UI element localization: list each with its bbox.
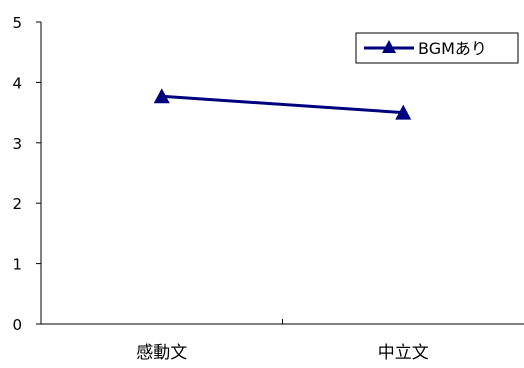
x-category-label: 中立文 xyxy=(378,343,429,363)
data-point-marker xyxy=(395,104,412,120)
y-tick-label: 1 xyxy=(12,256,22,274)
x-category-label: 感動文 xyxy=(136,343,187,363)
y-axis: 0 1 2 3 4 5 xyxy=(12,14,42,334)
y-tick-label: 4 xyxy=(12,74,22,92)
legend-label: BGMあり xyxy=(418,39,487,58)
x-axis: 感動文 中立文 xyxy=(41,319,524,363)
legend: BGMあり xyxy=(355,32,519,64)
data-point-marker xyxy=(153,88,170,104)
y-tick-label: 5 xyxy=(12,14,22,32)
series-line xyxy=(161,94,404,115)
legend-triangle-marker xyxy=(382,40,396,53)
y-tick-label: 3 xyxy=(12,135,22,153)
y-tick-label: 2 xyxy=(12,195,22,213)
series-layer xyxy=(153,88,412,120)
y-tick-label: 0 xyxy=(12,316,22,334)
